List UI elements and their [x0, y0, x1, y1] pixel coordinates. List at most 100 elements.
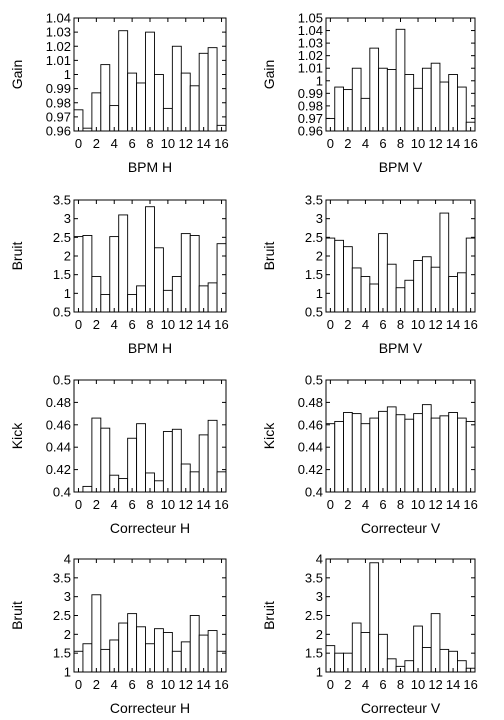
- bar: [343, 89, 353, 132]
- bar: [360, 97, 371, 132]
- y-axis-label: Gain: [261, 60, 277, 90]
- x-axis-label: Correcteur H: [110, 520, 190, 536]
- y-tick-label: 1.5: [53, 646, 71, 661]
- y-tick-label: 2.5: [53, 608, 71, 623]
- bar: [154, 480, 164, 493]
- y-axis-label: Bruit: [9, 601, 25, 630]
- x-tick-label: 2: [93, 497, 100, 512]
- bar: [343, 246, 353, 313]
- x-tick-label: 4: [362, 317, 369, 332]
- x-tick-label: 8: [397, 317, 404, 332]
- bar: [448, 412, 458, 493]
- bar: [360, 632, 371, 673]
- bar: [448, 276, 458, 313]
- bar: [171, 45, 182, 132]
- y-tick-label: 1.5: [305, 646, 323, 661]
- x-tick-label: 10: [161, 317, 175, 332]
- y-tick-label: 1: [64, 665, 71, 680]
- x-tick-label: 12: [428, 677, 442, 692]
- x-tick-label: 6: [379, 677, 386, 692]
- y-tick-label: 0.96: [298, 124, 323, 139]
- x-tick-label: 16: [463, 136, 477, 151]
- x-tick-label: 8: [397, 497, 404, 512]
- bar: [395, 414, 406, 493]
- x-tick-label: 16: [214, 317, 228, 332]
- bar: [162, 632, 173, 673]
- bar: [413, 260, 423, 313]
- y-tick-label: 0.48: [46, 395, 71, 410]
- x-tick-label: 12: [179, 136, 193, 151]
- y-tick-label: 0.46: [46, 417, 71, 432]
- x-tick-label: 2: [93, 136, 100, 151]
- bar: [171, 650, 182, 673]
- x-tick-label: 14: [196, 677, 210, 692]
- y-axis-label: Kick: [9, 422, 25, 449]
- bar: [171, 276, 182, 313]
- bar: [325, 423, 336, 493]
- bar: [351, 267, 362, 313]
- bar: [369, 562, 380, 673]
- y-tick-label: 0.5: [53, 305, 71, 320]
- x-tick-label: 0: [75, 497, 82, 512]
- bar: [386, 69, 397, 132]
- y-tick-label: 0.44: [46, 440, 71, 455]
- y-tick-label: 0.5: [53, 373, 71, 388]
- bar: [154, 74, 164, 132]
- x-tick-label: 2: [344, 677, 351, 692]
- y-tick-label: 3: [64, 211, 71, 226]
- y-tick-label: 0.98: [46, 95, 71, 110]
- y-tick-label: 1.01: [46, 53, 71, 68]
- bar: [369, 417, 380, 493]
- x-tick-label: 12: [428, 136, 442, 151]
- bar: [439, 415, 450, 493]
- bar: [127, 72, 138, 132]
- bar: [91, 417, 102, 493]
- x-tick-label: 0: [75, 136, 82, 151]
- x-tick-label: 14: [446, 497, 460, 512]
- y-tick-label: 3.5: [305, 570, 323, 585]
- x-tick-label: 10: [411, 497, 425, 512]
- y-tick-label: 0.97: [46, 109, 71, 124]
- bar: [109, 236, 120, 313]
- x-tick-label: 16: [463, 317, 477, 332]
- x-tick-label: 10: [411, 136, 425, 151]
- y-tick-label: 3.5: [53, 570, 71, 585]
- bar: [430, 266, 441, 313]
- bar: [145, 643, 155, 673]
- x-axis-label: BPM V: [379, 340, 423, 356]
- bar: [118, 478, 129, 493]
- y-tick-label: 3.5: [53, 193, 71, 208]
- x-tick-label: 8: [146, 497, 153, 512]
- y-tick-label: 3: [316, 211, 323, 226]
- bar: [465, 420, 476, 493]
- bar: [100, 648, 111, 673]
- x-tick-label: 6: [129, 317, 136, 332]
- bar: [207, 630, 218, 673]
- bar: [430, 417, 441, 493]
- x-axis-label: Correcteur H: [110, 700, 190, 716]
- x-tick-label: 10: [411, 317, 425, 332]
- bar: [207, 282, 218, 313]
- x-tick-label: 2: [344, 136, 351, 151]
- bar: [180, 72, 191, 132]
- chart-panel-5: 0.4 0.42 0.44 0.46 0.48 0.5 0 2 4 6 8 10 12 14 16 Corre…: [9, 373, 229, 537]
- bar: [162, 431, 173, 493]
- chart-panel-6: 0.4 0.42 0.44 0.46 0.48 0.5 0 2 4 6 8 10 12 14 16 Corre…: [261, 373, 478, 537]
- bar: [413, 625, 423, 673]
- x-tick-label: 10: [161, 497, 175, 512]
- y-tick-label: 1: [316, 73, 323, 88]
- y-tick-label: 1.5: [305, 267, 323, 282]
- bar: [351, 413, 362, 493]
- y-tick-label: 2: [64, 627, 71, 642]
- bar: [180, 463, 191, 493]
- x-tick-label: 2: [93, 677, 100, 692]
- y-tick-label: 0.5: [305, 373, 323, 388]
- bar: [378, 233, 388, 313]
- y-tick-label: 0.46: [298, 417, 323, 432]
- bar: [457, 417, 467, 493]
- bar: [413, 413, 423, 493]
